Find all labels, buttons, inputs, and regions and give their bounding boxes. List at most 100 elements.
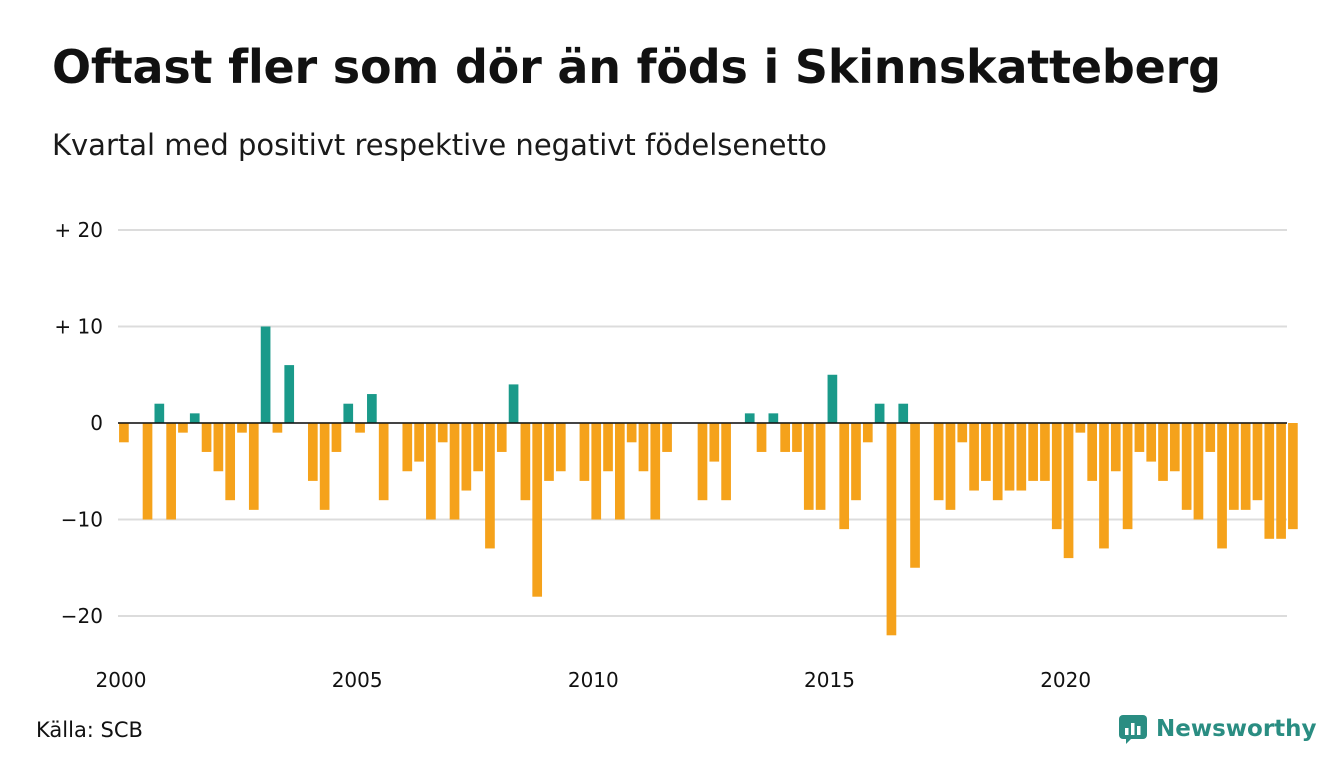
bar-negative (201, 423, 212, 452)
bar-negative (662, 423, 672, 452)
bar-negative (555, 423, 566, 472)
bar-negative (981, 423, 991, 481)
bar-negative (544, 423, 554, 481)
x-tick-label: 2015 (804, 668, 855, 692)
bar-negative (1075, 423, 1086, 433)
bar-negative (815, 423, 826, 510)
bar-negative (1276, 423, 1286, 539)
bar-positive (154, 403, 165, 423)
y-tick-label: −20 (61, 604, 103, 628)
bar-negative (792, 423, 802, 452)
bar-negative (331, 423, 342, 452)
axes: + 20 + 10 0 −10 −20 2000 2005 2010 2015 2020 (54, 218, 1287, 692)
bar-negative (1264, 423, 1275, 539)
bar-negative (756, 423, 767, 452)
bar-negative (496, 423, 507, 452)
bar-negative (378, 423, 389, 501)
bar-negative (461, 423, 472, 491)
bar-negative (992, 423, 1003, 501)
bar-positive (189, 413, 200, 423)
bar-negative (1087, 423, 1098, 481)
bar-negative (426, 423, 436, 520)
bar-negative (1217, 423, 1227, 549)
bar-negative (886, 423, 897, 636)
bar-negative (119, 423, 129, 443)
bar-negative (1169, 423, 1180, 472)
bar-negative (1040, 423, 1050, 481)
bar-negative (142, 423, 153, 520)
bar-negative (213, 423, 224, 472)
bar-negative (803, 423, 814, 510)
bar-negative (780, 423, 790, 452)
brand-name: Newsworthy (1156, 716, 1317, 742)
bar-negative (721, 423, 731, 501)
bar-negative (1063, 423, 1074, 559)
bar-negative (520, 423, 531, 501)
bar-negative (957, 423, 968, 443)
bar-negative (1051, 423, 1062, 530)
bar-negative (1181, 423, 1192, 510)
bar-positive (260, 326, 271, 423)
bar-negative (591, 423, 602, 520)
bar-negative (355, 423, 365, 433)
bar-negative (485, 423, 495, 549)
bar-positive (343, 403, 354, 423)
bar-negative (910, 423, 920, 568)
bar-positive (367, 394, 377, 423)
bar-negative (307, 423, 318, 481)
bar-negative (1158, 423, 1168, 481)
x-tick-label: 2000 (96, 668, 147, 692)
source-note: Källa: SCB (36, 718, 143, 742)
y-tick-label: + 10 (54, 315, 103, 339)
y-tick-label: + 20 (54, 218, 103, 242)
bar-positive (284, 365, 295, 423)
bar-positive (744, 413, 755, 423)
bar-negative (166, 423, 176, 520)
bar-negative (851, 423, 861, 501)
chart-title: Oftast fler som dör än föds i Skinnskatt… (52, 40, 1221, 94)
bar-negative (697, 423, 708, 501)
bars (119, 326, 1298, 636)
bar-negative (933, 423, 944, 501)
bar-negative (945, 423, 956, 510)
y-tick-label: −10 (61, 508, 103, 532)
bar-negative (603, 423, 613, 472)
bar-negative (1229, 423, 1239, 510)
bar-negative (1110, 423, 1121, 472)
bar-negative (650, 423, 661, 520)
bar-negative (272, 423, 283, 433)
bar-negative (1193, 423, 1204, 520)
bar-negative (579, 423, 590, 481)
x-tick-label: 2020 (1040, 668, 1091, 692)
bar-positive (827, 374, 838, 423)
bar-positive (898, 403, 909, 423)
bar-negative (1240, 423, 1251, 510)
bar-negative (862, 423, 873, 443)
bar-negative (237, 423, 247, 433)
bar-negative (473, 423, 483, 472)
bar-negative (225, 423, 236, 501)
bar-negative (248, 423, 259, 510)
bar-negative (1099, 423, 1109, 549)
bar-negative (1288, 423, 1298, 530)
bar-negative (626, 423, 637, 443)
bar-negative (1016, 423, 1027, 491)
bar-negative (1134, 423, 1145, 452)
bar-negative (178, 423, 188, 433)
bar-negative (638, 423, 649, 472)
newsworthy-logo-icon (1119, 715, 1147, 744)
bar-negative (449, 423, 460, 520)
brand-logo[interactable]: Newsworthy (1118, 714, 1317, 744)
bar-negative (414, 423, 424, 462)
bar-positive (768, 413, 779, 423)
bar-negative (319, 423, 330, 510)
bar-negative (1146, 423, 1157, 462)
x-tick-label: 2010 (568, 668, 619, 692)
bar-negative (709, 423, 720, 462)
x-tick-label: 2005 (332, 668, 383, 692)
bar-positive (508, 384, 519, 423)
bar-positive (874, 403, 885, 423)
bar-negative (437, 423, 448, 443)
bar-negative (1205, 423, 1216, 452)
